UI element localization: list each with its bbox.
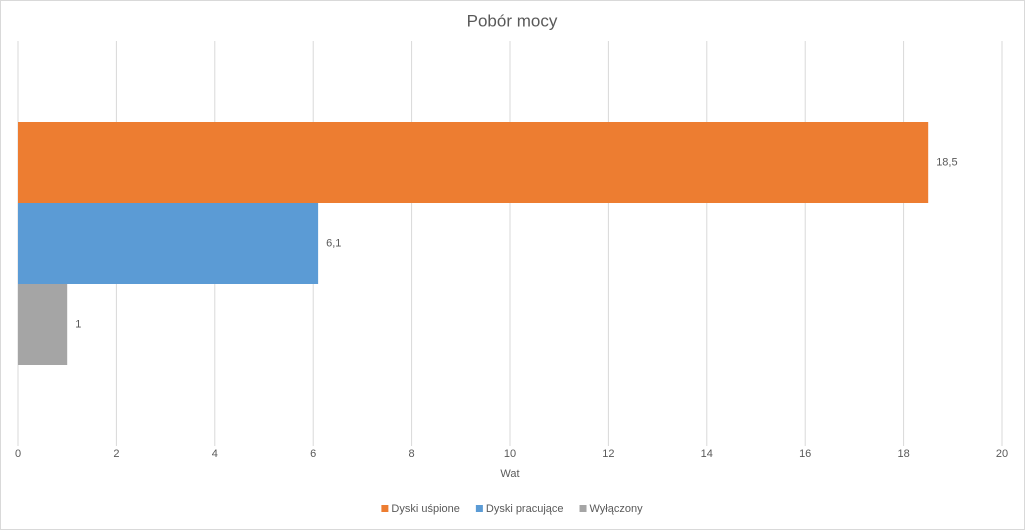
- x-tick-label: 0: [15, 448, 21, 460]
- x-tick-label: 8: [409, 448, 415, 460]
- bar: [18, 203, 319, 284]
- legend-label: Dyski pracujące: [486, 503, 564, 515]
- x-tick-label: 18: [897, 448, 909, 460]
- chart-title: Pobór mocy: [467, 11, 558, 30]
- x-tick-label: 20: [996, 448, 1008, 460]
- data-label: 18,5: [936, 156, 957, 168]
- x-tick-label: 6: [310, 448, 316, 460]
- legend-label: Dyski uśpione: [391, 503, 459, 515]
- legend-label: Wyłączony: [590, 503, 644, 515]
- legend-swatch: [381, 505, 389, 512]
- legend-swatch: [475, 505, 483, 512]
- x-tick-label: 10: [504, 448, 516, 460]
- x-tick-label: 14: [701, 448, 713, 460]
- bar: [18, 284, 68, 365]
- x-tick-label: 12: [602, 448, 614, 460]
- data-label: 6,1: [326, 237, 341, 249]
- bar: [18, 122, 929, 203]
- x-axis-label: Wat: [500, 468, 519, 480]
- x-tick-label: 4: [212, 448, 218, 460]
- legend-swatch: [579, 505, 587, 512]
- data-label: 1: [75, 318, 81, 330]
- x-tick-label: 2: [113, 448, 119, 460]
- x-tick-label: 16: [799, 448, 811, 460]
